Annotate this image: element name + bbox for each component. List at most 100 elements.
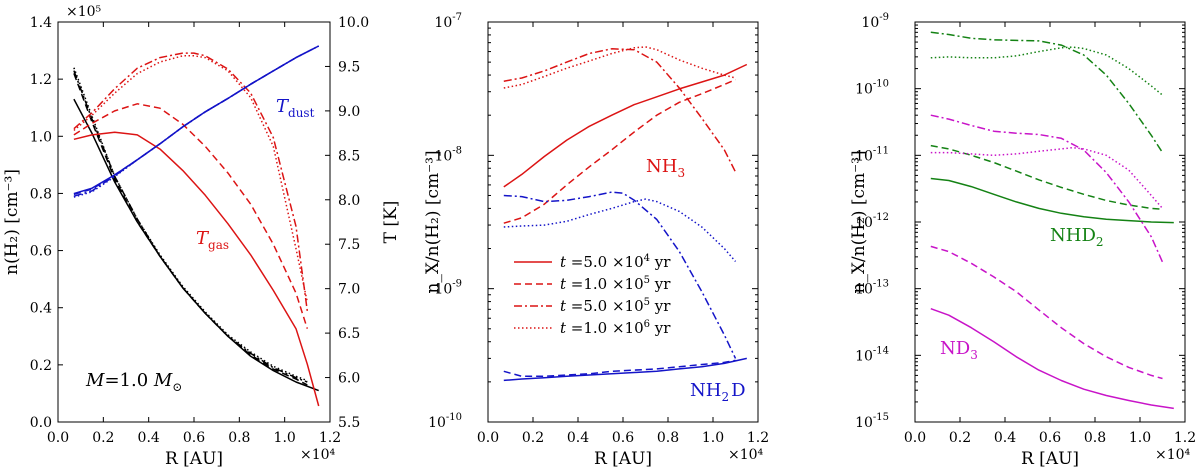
y2-tick-label: 9.5: [338, 59, 360, 75]
legend-label-unit: yr: [650, 253, 671, 271]
y2-tick-label: 8.5: [338, 148, 360, 164]
t-dust-label-sub: dust: [288, 106, 315, 120]
x-multiplier: ×10⁴: [1155, 447, 1191, 463]
series-line: [503, 63, 748, 188]
x-tick-label: 1.0: [702, 430, 724, 446]
mass-label-main: M: [85, 370, 105, 391]
y-tick-label: 0.4: [30, 301, 52, 317]
y-tick-exponent: -7: [452, 12, 462, 23]
series-line: [73, 45, 320, 195]
x-tick-label: 1.2: [747, 430, 769, 446]
nhd2-label: NHD2: [1050, 225, 1104, 249]
y2-tick-label: 7.0: [338, 282, 360, 298]
series-line: [503, 46, 736, 89]
x-tick-label: 0.0: [477, 430, 499, 446]
x-tick-label: 1.0: [274, 430, 296, 446]
y-tick-base: 10: [855, 82, 873, 98]
t-gas-label: Tgas: [196, 228, 229, 252]
x-multiplier: ×10⁴: [300, 447, 336, 463]
nhd2-label-main: NHD: [1050, 225, 1096, 246]
series-line: [930, 31, 1164, 154]
nh2d-label-sub: 2: [721, 390, 729, 404]
legend-label: t =1.0 ×105 yr: [560, 275, 671, 293]
y-tick-label: 10-12: [855, 212, 889, 231]
x-axis-label: R [AU]: [594, 449, 652, 467]
x-tick-label: 0.8: [1084, 430, 1106, 446]
legend-label-var: t: [560, 297, 567, 315]
y-tick-exponent: -15: [873, 412, 889, 423]
legend-label-exponent: 4: [644, 253, 650, 264]
y-tick-label: 0.0: [30, 415, 52, 431]
series-line: [73, 73, 308, 386]
y-tick-exponent: -9: [879, 12, 889, 23]
series-line: [73, 52, 309, 311]
x-tick-label: 0.0: [47, 430, 69, 446]
mass-label: M=1.0 M⊙: [85, 370, 182, 394]
y-tick-base: 10: [855, 282, 873, 298]
y-tick-base: 10: [434, 282, 452, 298]
y-multiplier: ×10⁵: [66, 4, 102, 20]
nh3-label: NH3: [646, 156, 685, 180]
series-line: [73, 131, 320, 407]
series-line: [503, 48, 737, 173]
legend-label-value: =5.0 ×10: [566, 253, 644, 271]
t-dust-label-main: T: [276, 96, 290, 117]
legend-label-exponent: 5: [644, 297, 650, 308]
legend-label-unit: yr: [650, 275, 671, 293]
nh2d-label-tail: D: [731, 380, 745, 401]
y2-axis-label: T [K]: [381, 201, 401, 244]
legend-label-exponent: 6: [644, 319, 650, 330]
x-tick-label: 0.8: [228, 430, 250, 446]
y2-tick-label: 10.0: [338, 15, 369, 31]
legend-label: t =5.0 ×105 yr: [560, 297, 671, 315]
y2-tick-label: 6.0: [338, 371, 360, 387]
x-tick-label: 0.2: [522, 430, 544, 446]
nhd2-label-sub: 2: [1096, 235, 1104, 249]
legend-label-var: t: [560, 275, 567, 293]
y2-tick-label: 6.5: [338, 326, 360, 342]
y-tick-base: 10: [434, 148, 452, 164]
t-dust-label: Tdust: [276, 96, 315, 120]
series-line: [503, 359, 736, 378]
y-tick-exponent: -13: [873, 279, 889, 290]
x-tick-label: 0.2: [949, 430, 971, 446]
x-axis-label: R [AU]: [165, 449, 223, 467]
x-tick-label: 0.2: [92, 430, 114, 446]
nh2d-label: NH2 D: [690, 380, 746, 404]
series-line: [73, 67, 308, 382]
y-tick-base: 10: [855, 148, 873, 164]
y-axis-label: n_X/n(H₂) [cm⁻³]: [423, 150, 443, 293]
y-tick-exponent: -9: [452, 279, 462, 290]
legend: t =5.0 ×104 yrt =1.0 ×105 yrt =5.0 ×105 …: [514, 253, 671, 337]
y-tick-base: 10: [861, 15, 879, 31]
y-tick-label: 10-7: [434, 12, 462, 31]
plot-frame: [57, 21, 331, 423]
series-line: [73, 45, 320, 198]
t-gas-label-main: T: [196, 228, 210, 249]
y-tick-label: 10-15: [855, 412, 889, 431]
legend-label: t =5.0 ×104 yr: [560, 253, 671, 271]
nh2d-label-main: NH: [690, 380, 721, 401]
y-tick-base: 10: [434, 15, 452, 31]
x-tick-label: 0.4: [994, 430, 1016, 446]
y-tick-label: 10-11: [855, 145, 889, 164]
y-axis-label: n(H₂) [cm⁻³]: [2, 169, 22, 275]
legend-label-value: =5.0 ×10: [566, 297, 644, 315]
y-tick-exponent: -10: [446, 412, 462, 423]
y-tick-label: 10-8: [434, 145, 462, 164]
y-tick-label: 0.6: [30, 244, 52, 260]
mass-label-value: =1.0: [104, 370, 153, 391]
y-tick-label: 1.4: [30, 15, 52, 31]
series-line: [73, 70, 308, 383]
x-tick-label: 0.6: [1039, 430, 1061, 446]
nd3-label-main: ND: [940, 338, 970, 359]
y-tick-label: 10-9: [861, 12, 889, 31]
series-line: [73, 55, 309, 303]
series-line: [503, 198, 737, 262]
x-multiplier: ×10⁴: [728, 447, 764, 463]
y-tick-label: 0.2: [30, 358, 52, 374]
nd3-label-sub: 3: [970, 348, 978, 362]
mass-label-sun: ⊙: [172, 380, 182, 394]
y-tick-label: 10-10: [428, 412, 462, 431]
series-line: [73, 103, 309, 329]
